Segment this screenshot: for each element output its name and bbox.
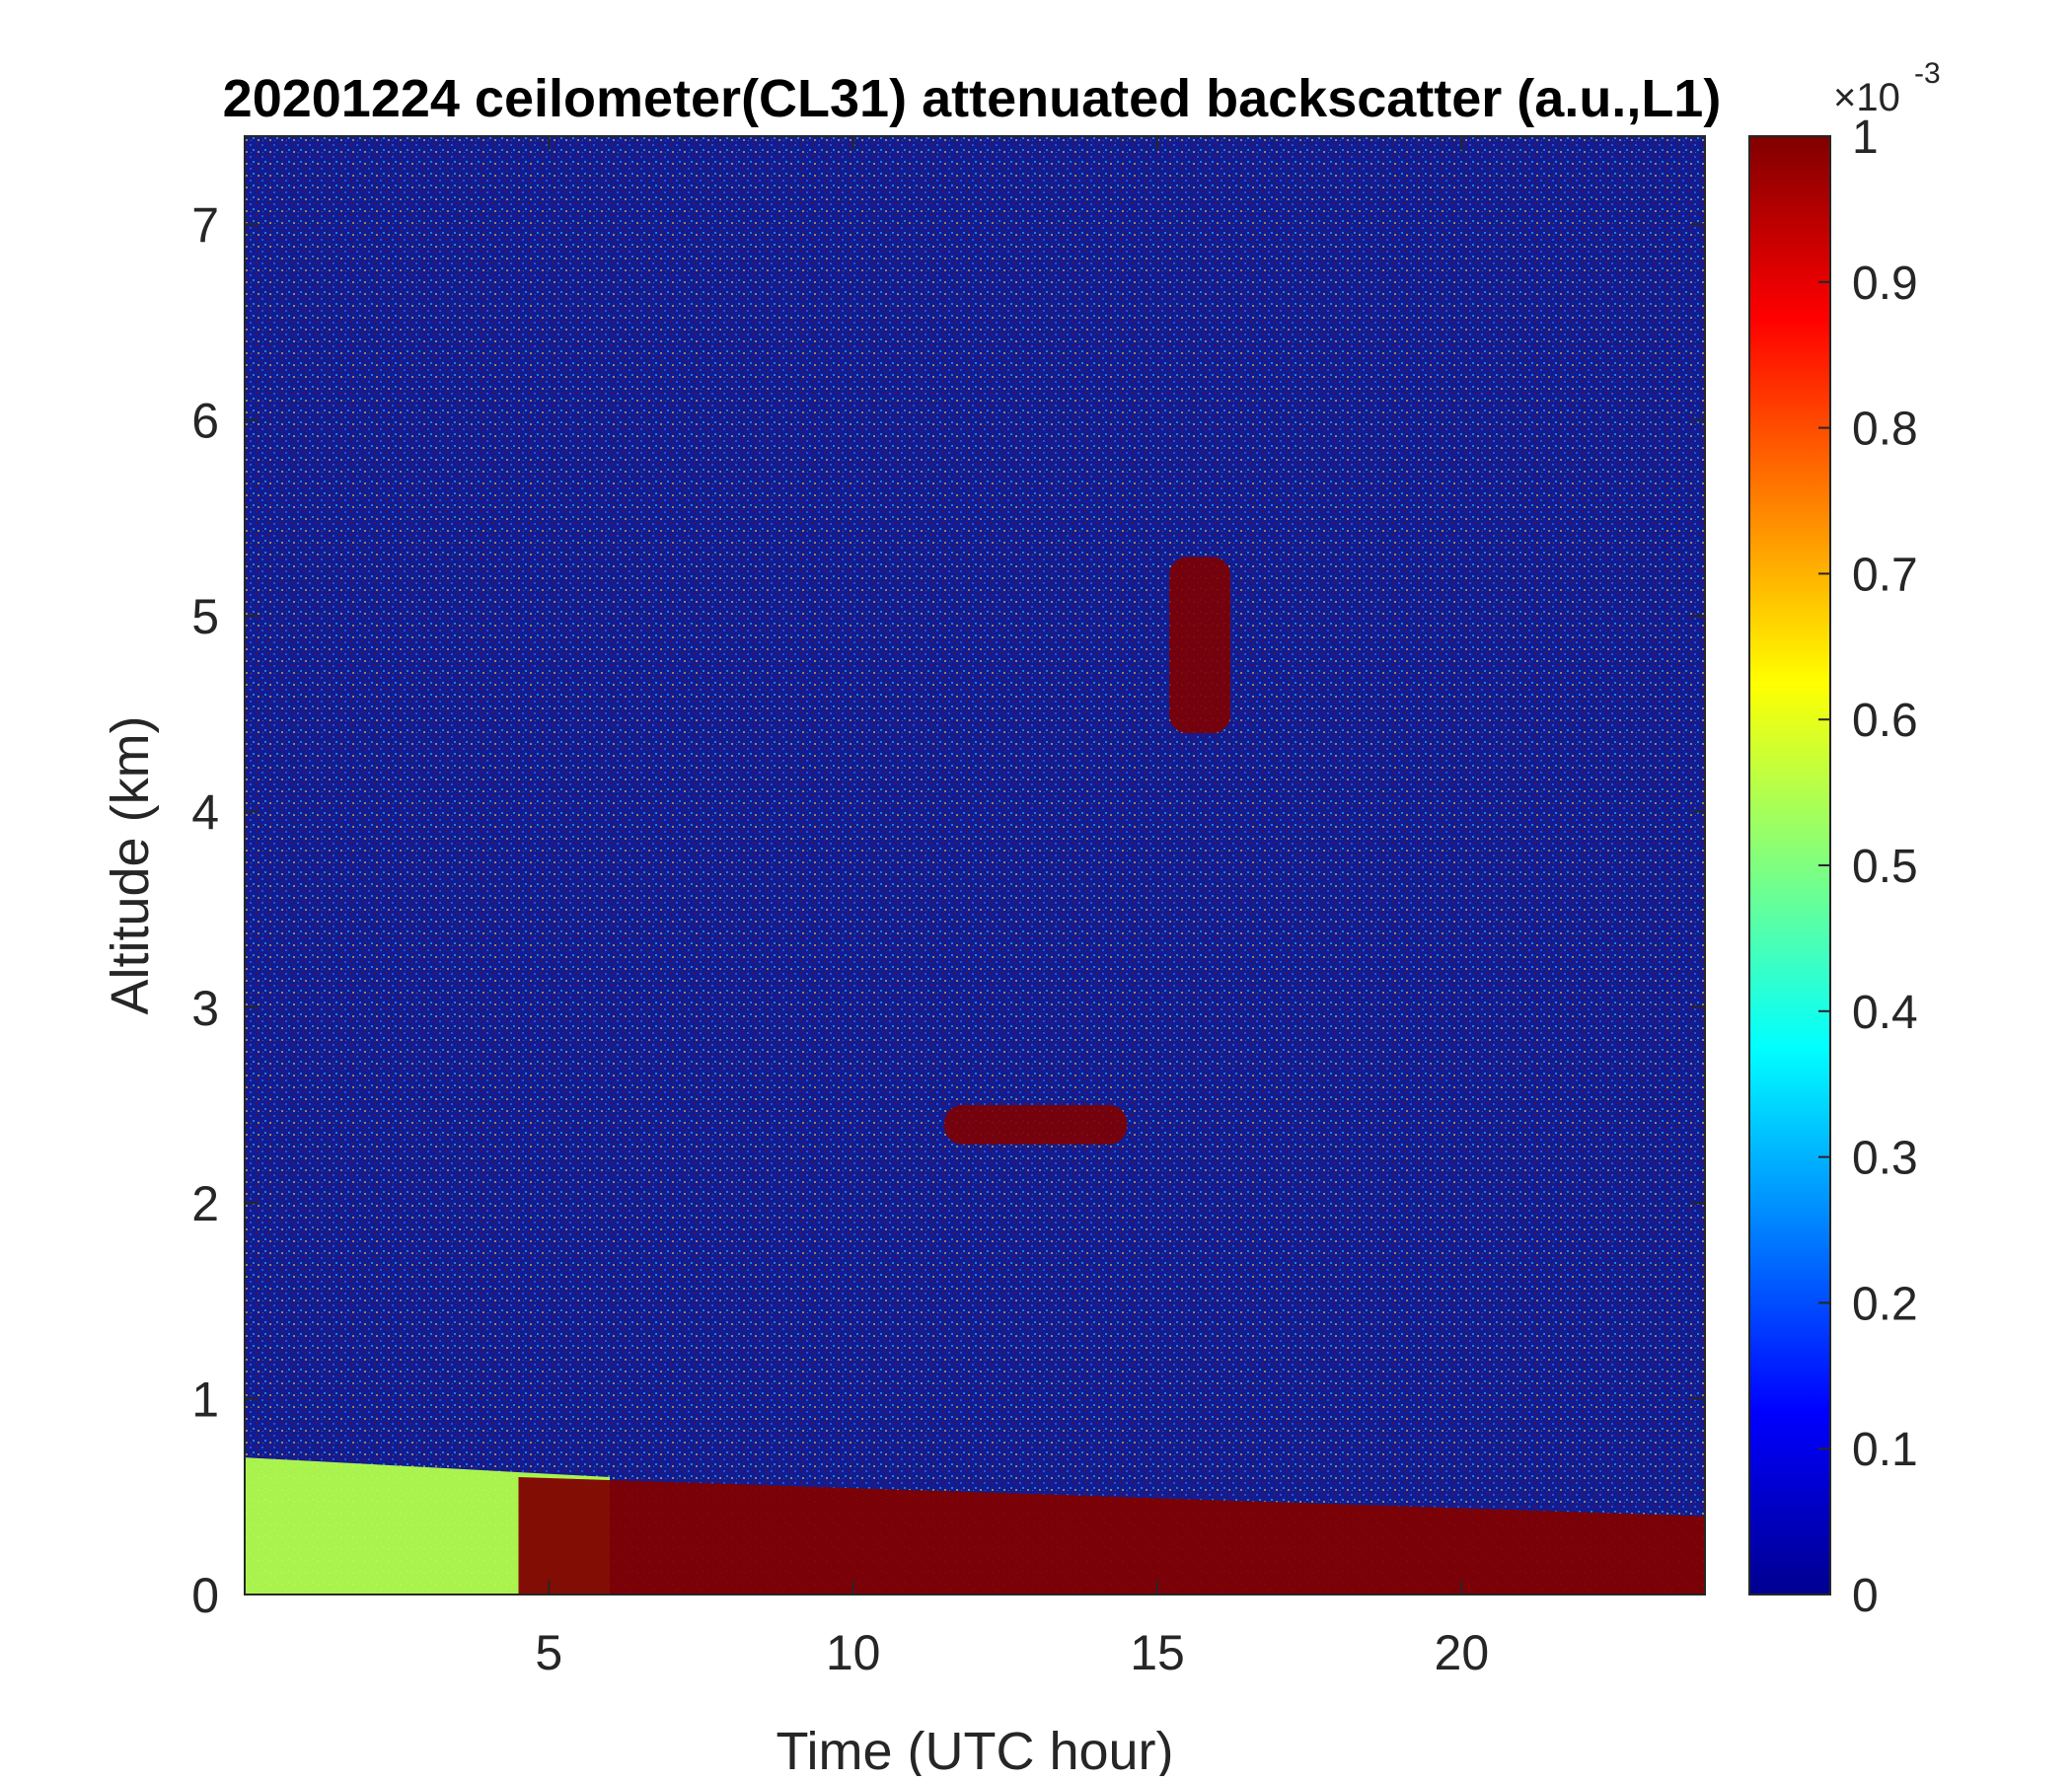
colorbar-exponent-power: -3 bbox=[1914, 57, 1941, 90]
x-axis: 5 10 15 20 bbox=[535, 136, 1489, 1680]
colorbar-tick-label: 0.8 bbox=[1852, 404, 1918, 456]
y-tick-label: 4 bbox=[191, 784, 219, 840]
x-axis-label: Time (UTC hour) bbox=[776, 1722, 1173, 1776]
chart-title: 20201224 ceilometer(CL31) attenuated bac… bbox=[223, 69, 1722, 128]
colorbar-exponent-base: ×10 bbox=[1833, 76, 1900, 119]
x-tick-label: 10 bbox=[826, 1625, 881, 1680]
colorbar bbox=[1748, 135, 1831, 1595]
y-tick-label: 7 bbox=[191, 197, 219, 253]
y-tick-label: 3 bbox=[191, 981, 219, 1036]
colorbar-tick-label: 0.7 bbox=[1852, 549, 1918, 601]
colorbar-ticks: 0 0.1 0.2 0.3 0.4 0.5 0.6 0.7 0.8 0.9 1 bbox=[1818, 111, 1918, 1622]
y-tick-label: 0 bbox=[191, 1568, 219, 1623]
colorbar-tick-label: 0 bbox=[1852, 1570, 1879, 1622]
backscatter-layer bbox=[944, 1105, 1128, 1145]
colorbar-tick-label: 0.3 bbox=[1852, 1133, 1918, 1185]
colorbar-tick-label: 0.5 bbox=[1852, 841, 1918, 893]
y-tick-label: 5 bbox=[191, 589, 219, 644]
y-tick-label: 6 bbox=[191, 394, 219, 449]
y-axis-label: Altitude (km) bbox=[101, 715, 160, 1014]
colorbar-tick-label: 0.9 bbox=[1852, 258, 1918, 310]
colorbar-tick-label: 0.2 bbox=[1852, 1278, 1918, 1330]
plot-frame bbox=[244, 135, 1706, 1595]
x-tick-label: 15 bbox=[1130, 1625, 1185, 1680]
y-axis: 0 1 2 3 4 5 6 7 bbox=[191, 197, 1705, 1623]
colorbar-tick-label: 0.4 bbox=[1852, 987, 1918, 1039]
x-tick-label: 20 bbox=[1435, 1625, 1490, 1680]
colorbar-tick-label: 0.1 bbox=[1852, 1424, 1918, 1476]
y-tick-label: 2 bbox=[191, 1176, 219, 1231]
y-tick-label: 1 bbox=[191, 1373, 219, 1428]
x-tick-label: 5 bbox=[535, 1625, 562, 1680]
backscatter-field bbox=[245, 136, 1705, 1595]
backscatter-layer bbox=[518, 1476, 1705, 1595]
colorbar-tick-label: 1 bbox=[1852, 111, 1879, 164]
backscatter-layer bbox=[1169, 557, 1230, 734]
colorbar-tick-label: 0.6 bbox=[1852, 695, 1918, 747]
